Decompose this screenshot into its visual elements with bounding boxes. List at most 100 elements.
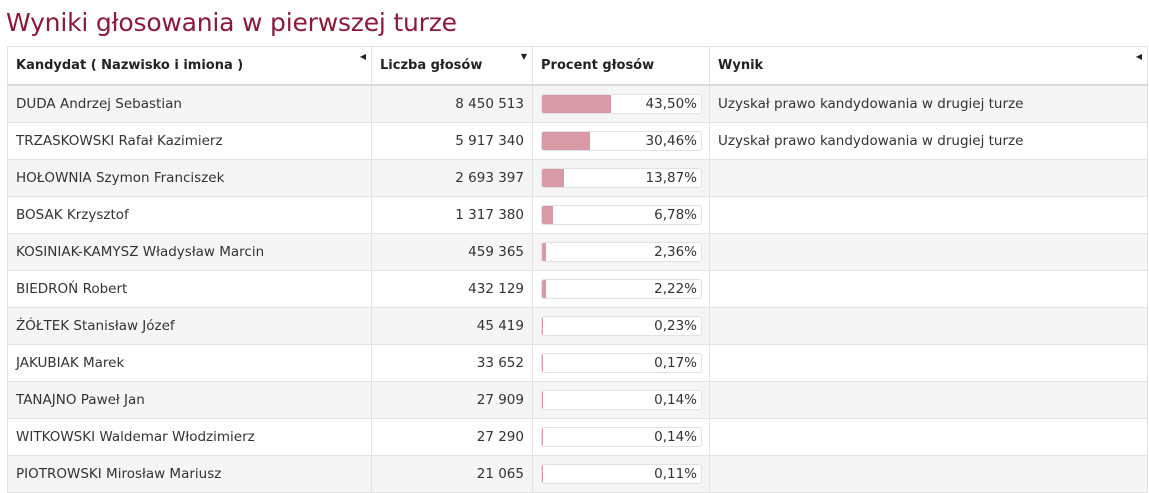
table-row: DUDA Andrzej Sebastian 8 450 513 43,50% Uzy… <box>7 84 1148 123</box>
vote-count: 432 129 <box>371 270 533 308</box>
vote-percent-cell: 43,50% <box>532 84 710 123</box>
vote-percent-cell: 2,36% <box>532 233 710 271</box>
page-title: Wyniki głosowania w pierwszej turze <box>6 8 457 37</box>
vote-count: 8 450 513 <box>371 84 533 123</box>
column-header-percent[interactable]: Procent głosów <box>532 46 710 86</box>
result-text <box>709 196 1148 234</box>
column-header-candidate[interactable]: Kandydat ( Nazwisko i imiona ) ◀ <box>7 46 372 86</box>
triangle-down-icon[interactable]: ▼ <box>520 52 527 61</box>
percent-bar: 30,46% <box>541 131 702 151</box>
candidate-name: WITKOWSKI Waldemar Włodzimierz <box>7 418 372 456</box>
vote-percent-cell: 0,11% <box>532 455 710 493</box>
candidate-name: TRZASKOWSKI Rafał Kazimierz <box>7 122 372 160</box>
percent-bar-fill <box>542 95 612 113</box>
table-body: DUDA Andrzej Sebastian 8 450 513 43,50% Uzy… <box>7 84 1148 493</box>
table-row: TRZASKOWSKI Rafał Kazimierz 5 917 340 30,4… <box>7 122 1148 160</box>
percent-bar: 43,50% <box>541 94 702 114</box>
table-row: WITKOWSKI Waldemar Włodzimierz 27 290 0,14… <box>7 418 1148 456</box>
column-header-result[interactable]: Wynik ◀ <box>709 46 1148 86</box>
percent-bar-fill <box>542 465 543 483</box>
table-row: KOSINIAK-KAMYSZ Władysław Marcin 459 365 2… <box>7 233 1148 271</box>
result-text <box>709 455 1148 493</box>
candidate-name: TANAJNO Paweł Jan <box>7 381 372 419</box>
percent-label: 0,17% <box>654 355 697 371</box>
result-text <box>709 270 1148 308</box>
percent-label: 0,11% <box>654 466 697 482</box>
header-row: Kandydat ( Nazwisko i imiona ) ◀ Liczba … <box>7 46 1148 86</box>
triangle-left-icon[interactable]: ◀ <box>359 52 366 61</box>
percent-bar-fill <box>542 280 546 298</box>
candidate-name: BOSAK Krzysztof <box>7 196 372 234</box>
percent-bar: 0,14% <box>541 427 702 447</box>
percent-bar-fill <box>542 132 591 150</box>
percent-label: 6,78% <box>654 207 697 223</box>
percent-bar-fill <box>542 428 543 446</box>
percent-bar: 0,11% <box>541 464 702 484</box>
vote-count: 33 652 <box>371 344 533 382</box>
candidate-name: DUDA Andrzej Sebastian <box>7 84 372 123</box>
vote-count: 27 290 <box>371 418 533 456</box>
percent-label: 43,50% <box>645 96 697 112</box>
percent-bar-fill <box>542 243 546 261</box>
table-row: TANAJNO Paweł Jan 27 909 0,14% <box>7 381 1148 419</box>
column-header-label: Liczba głosów <box>380 58 483 73</box>
triangle-left-icon[interactable]: ◀ <box>1135 52 1142 61</box>
percent-label: 2,36% <box>654 244 697 260</box>
percent-bar-fill <box>542 391 543 409</box>
vote-percent-cell: 0,23% <box>532 307 710 345</box>
vote-count: 459 365 <box>371 233 533 271</box>
candidate-name: PIOTROWSKI Mirosław Mariusz <box>7 455 372 493</box>
result-text <box>709 344 1148 382</box>
result-text: Uzyskał prawo kandydowania w drugiej tur… <box>709 84 1148 123</box>
table-row: BOSAK Krzysztof 1 317 380 6,78% <box>7 196 1148 234</box>
table-row: BIEDROŃ Robert 432 129 2,22% <box>7 270 1148 308</box>
table-row: JAKUBIAK Marek 33 652 0,17% <box>7 344 1148 382</box>
column-header-label: Procent głosów <box>541 58 655 73</box>
column-header-label: Wynik <box>718 58 764 73</box>
percent-label: 0,23% <box>654 318 697 334</box>
percent-bar: 0,17% <box>541 353 702 373</box>
percent-bar: 0,14% <box>541 390 702 410</box>
vote-percent-cell: 30,46% <box>532 122 710 160</box>
candidate-name: JAKUBIAK Marek <box>7 344 372 382</box>
result-text: Uzyskał prawo kandydowania w drugiej tur… <box>709 122 1148 160</box>
percent-bar: 2,36% <box>541 242 702 262</box>
vote-count: 21 065 <box>371 455 533 493</box>
percent-bar-fill <box>542 169 565 187</box>
vote-percent-cell: 0,17% <box>532 344 710 382</box>
percent-label: 13,87% <box>645 170 697 186</box>
percent-label: 30,46% <box>645 133 697 149</box>
vote-count: 2 693 397 <box>371 159 533 197</box>
percent-bar: 2,22% <box>541 279 702 299</box>
column-header-label: Kandydat ( Nazwisko i imiona ) <box>16 58 244 73</box>
table-header: Kandydat ( Nazwisko i imiona ) ◀ Liczba … <box>7 46 1148 86</box>
vote-count: 5 917 340 <box>371 122 533 160</box>
percent-label: 0,14% <box>654 392 697 408</box>
result-text <box>709 159 1148 197</box>
vote-percent-cell: 2,22% <box>532 270 710 308</box>
vote-percent-cell: 0,14% <box>532 418 710 456</box>
percent-label: 0,14% <box>654 429 697 445</box>
results-table: Kandydat ( Nazwisko i imiona ) ◀ Liczba … <box>7 46 1148 493</box>
percent-label: 2,22% <box>654 281 697 297</box>
vote-percent-cell: 6,78% <box>532 196 710 234</box>
percent-bar-fill <box>542 206 553 224</box>
result-text <box>709 307 1148 345</box>
candidate-name: ŻÓŁTEK Stanisław Józef <box>7 307 372 345</box>
result-text <box>709 381 1148 419</box>
vote-count: 27 909 <box>371 381 533 419</box>
vote-percent-cell: 0,14% <box>532 381 710 419</box>
vote-count: 45 419 <box>371 307 533 345</box>
percent-bar: 6,78% <box>541 205 702 225</box>
column-header-votes[interactable]: Liczba głosów ▼ <box>371 46 533 86</box>
candidate-name: KOSINIAK-KAMYSZ Władysław Marcin <box>7 233 372 271</box>
percent-bar: 0,23% <box>541 316 702 336</box>
table-row: HOŁOWNIA Szymon Franciszek 2 693 397 13,87… <box>7 159 1148 197</box>
percent-bar-fill <box>542 354 543 372</box>
candidate-name: BIEDROŃ Robert <box>7 270 372 308</box>
vote-percent-cell: 13,87% <box>532 159 710 197</box>
percent-bar: 13,87% <box>541 168 702 188</box>
candidate-name: HOŁOWNIA Szymon Franciszek <box>7 159 372 197</box>
table-row: PIOTROWSKI Mirosław Mariusz 21 065 0,11% <box>7 455 1148 493</box>
